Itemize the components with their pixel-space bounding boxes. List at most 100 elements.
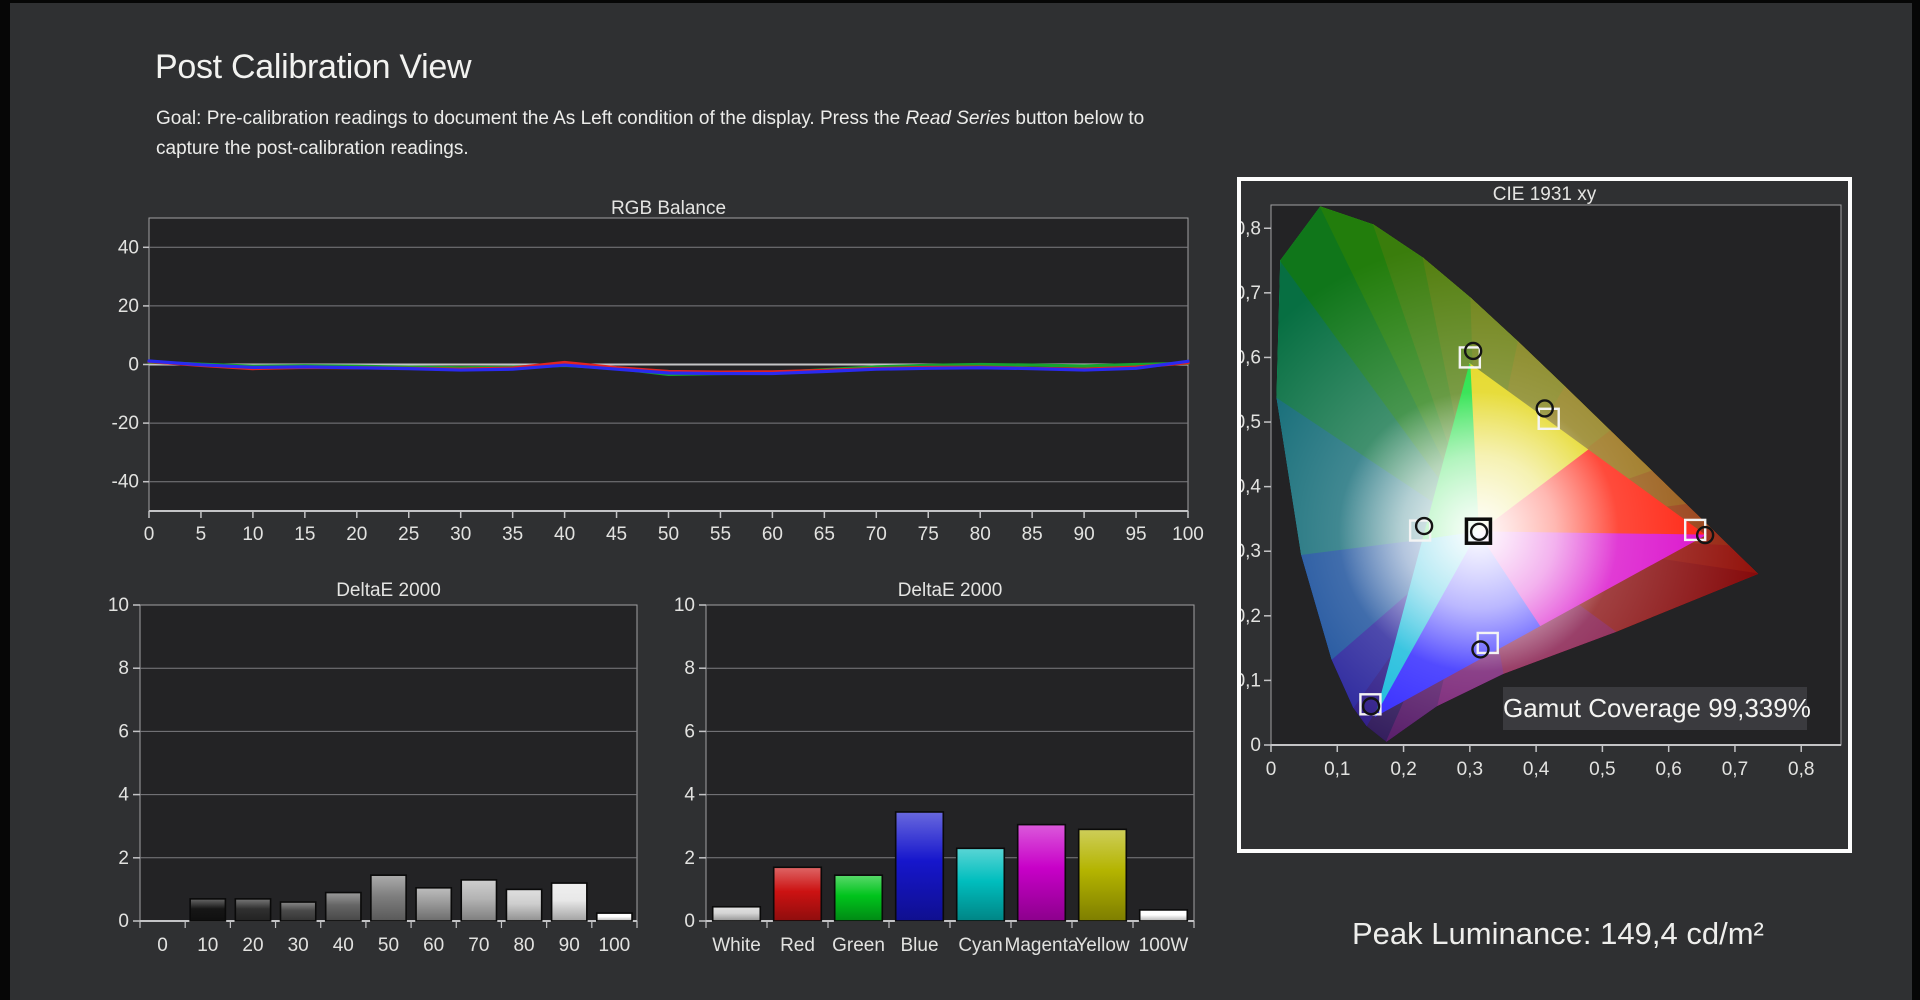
page-title: Post Calibration View [155,48,472,86]
svg-text:95: 95 [1125,524,1146,545]
svg-text:30: 30 [450,524,471,545]
svg-text:60: 60 [762,524,783,545]
cie-target-green [1458,346,1482,369]
svg-text:90: 90 [1074,524,1095,545]
svg-text:45: 45 [606,524,627,545]
right-edge-strip [1912,0,1920,1000]
deltae-color-chart-title: DeltaE 2000 [897,580,1003,601]
svg-text:0,2: 0,2 [1241,606,1261,627]
svg-text:90: 90 [559,935,580,956]
svg-text:50: 50 [378,935,399,956]
svg-text:4: 4 [118,785,129,806]
svg-text:0: 0 [684,911,695,932]
top-edge-strip [0,0,1920,3]
cie-measured-yellow [1535,399,1554,418]
cie-1931-xy-diagram: 0 0,1 0,2 0,3 0,4 0,5 0,6 0,7 0,8 0 0,1 0,2 0,3 0,4 0,… [1241,204,1842,780]
svg-text:10: 10 [242,524,263,545]
goal-text-line1: Goal: Pre-calibration readings to docume… [156,108,1144,130]
svg-text:Yellow: Yellow [1075,935,1130,956]
svg-text:0,8: 0,8 [1241,218,1261,239]
cie-target-yellow [1537,407,1560,431]
svg-text:55: 55 [710,524,731,545]
cie-measured-white [1469,522,1489,542]
svg-text:10: 10 [108,595,129,616]
svg-text:2: 2 [684,848,695,869]
svg-text:20: 20 [242,935,263,956]
svg-text:20: 20 [346,524,367,545]
svg-text:0,5: 0,5 [1241,412,1261,433]
cie-diagram-title: CIE 1931 xy [1492,184,1597,205]
svg-text:Magenta: Magenta [1005,935,1079,956]
cie-target-white [1464,517,1493,545]
goal-text-prefix: Goal: Pre-calibration readings to docume… [156,108,906,129]
cie-measured-magenta [1471,640,1490,659]
svg-text:80: 80 [513,935,534,956]
svg-text:0,1: 0,1 [1241,670,1261,691]
svg-text:0,7: 0,7 [1722,759,1748,780]
svg-text:85: 85 [1022,524,1043,545]
svg-text:10: 10 [674,595,695,616]
cie-measured-blue [1361,697,1381,716]
gamut-coverage-badge: Gamut Coverage 99,339% [1503,687,1811,730]
svg-text:75: 75 [918,524,939,545]
svg-text:0,4: 0,4 [1241,477,1261,498]
svg-text:100: 100 [599,935,631,956]
svg-text:100: 100 [1172,524,1204,545]
svg-text:Green: Green [832,935,885,956]
peak-luminance-readout: Peak Luminance: 149,4 cd/m² [1352,916,1764,951]
goal-text-suffix: button below to [1010,108,1145,129]
svg-text:30: 30 [288,935,309,956]
rgb-balance-chart-title: RGB Balance [610,198,727,219]
svg-text:0,1: 0,1 [1324,759,1350,780]
goal-text-line2: capture the post-calibration readings. [156,138,469,159]
svg-text:15: 15 [294,524,315,545]
svg-text:20: 20 [118,296,139,317]
svg-text:0: 0 [1266,759,1277,780]
svg-text:60: 60 [423,935,444,956]
svg-text:0: 0 [157,935,168,956]
deltae-color-chart: 10 8 6 4 2 0 White Red Green Blue Cyan MagentaYello… [674,595,1195,956]
svg-text:6: 6 [684,721,695,742]
svg-text:0,2: 0,2 [1390,759,1416,780]
svg-text:Blue: Blue [900,935,938,956]
cie-target-red [1683,518,1707,542]
goal-text-read-series: Read Series [905,108,1011,129]
cie-measured-cyan [1414,516,1434,536]
svg-text:100W: 100W [1139,935,1189,956]
svg-text:0,4: 0,4 [1523,759,1550,780]
rgb-balance-chart: 40 20 0 -20 -40 0 5 10 15 20 25 30 35 40 45 50 55 60 65 70 7… [112,217,1204,545]
svg-text:10: 10 [197,935,218,956]
svg-text:-20: -20 [112,413,139,434]
svg-text:0: 0 [144,524,155,545]
svg-text:40: 40 [554,524,575,545]
svg-text:70: 70 [866,524,887,545]
svg-text:65: 65 [814,524,835,545]
svg-text:40: 40 [118,237,139,258]
svg-text:Red: Red [780,935,815,956]
svg-text:0,8: 0,8 [1788,759,1814,780]
svg-text:0,3: 0,3 [1241,541,1261,562]
left-edge-strip [0,0,10,1000]
svg-text:50: 50 [658,524,679,545]
svg-text:4: 4 [684,785,695,806]
svg-text:8: 8 [118,658,129,679]
svg-text:80: 80 [970,524,991,545]
svg-text:-40: -40 [112,472,139,493]
svg-text:White: White [712,935,761,956]
svg-text:5: 5 [196,524,207,545]
svg-text:0: 0 [128,355,139,376]
deltae-grayscale-chart-title: DeltaE 2000 [336,580,441,601]
svg-text:Cyan: Cyan [958,935,1002,956]
svg-text:0,5: 0,5 [1589,759,1615,780]
svg-text:2: 2 [118,848,129,869]
svg-text:25: 25 [398,524,419,545]
svg-text:0,6: 0,6 [1241,347,1261,368]
svg-text:0,3: 0,3 [1457,759,1483,780]
svg-text:8: 8 [684,658,695,679]
svg-text:0: 0 [1250,735,1261,756]
svg-text:70: 70 [468,935,489,956]
svg-text:6: 6 [118,721,129,742]
svg-text:35: 35 [502,524,523,545]
